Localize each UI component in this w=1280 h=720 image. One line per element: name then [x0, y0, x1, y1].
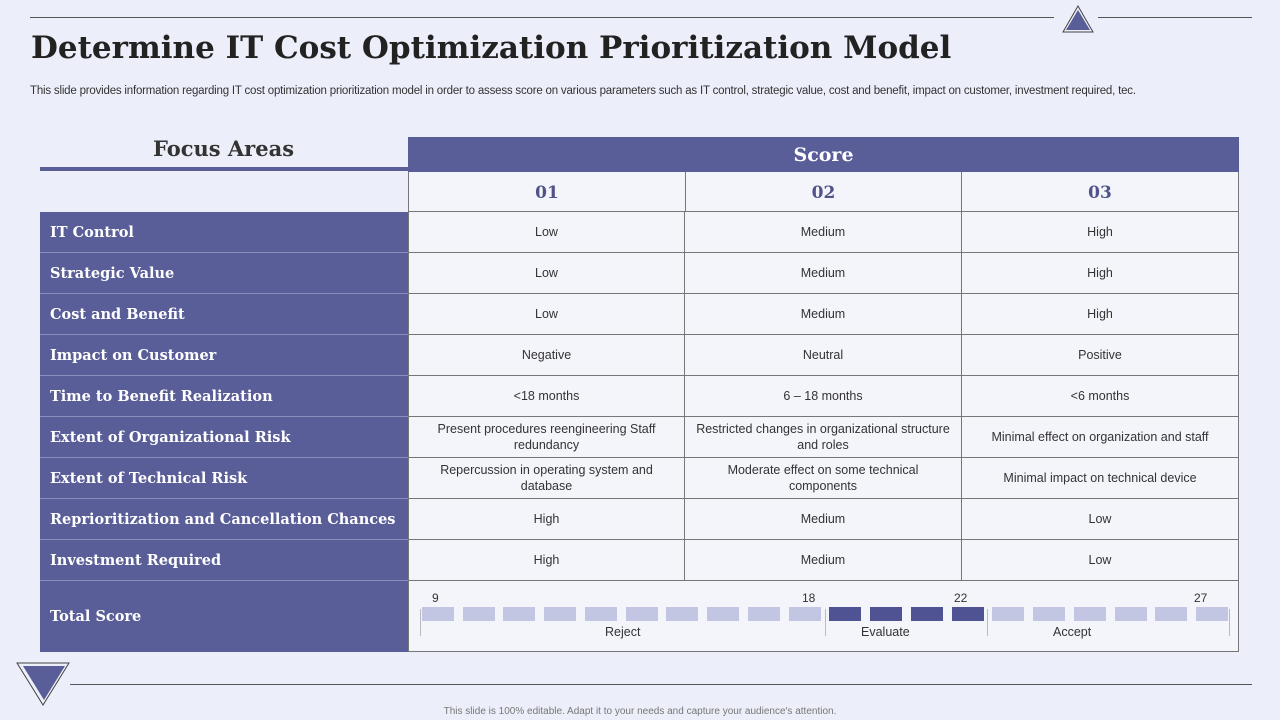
scale-divider	[420, 609, 421, 636]
table-cell: Medium	[685, 212, 962, 253]
zone-reject: Reject	[605, 625, 641, 639]
table-cell: High	[962, 253, 1239, 294]
triangle-logo-bottom-icon	[16, 662, 70, 706]
scale-segment	[789, 607, 821, 621]
table-cell: Low	[408, 212, 685, 253]
scale-segment	[422, 607, 454, 621]
table-cell: High	[962, 212, 1239, 253]
scale-segment	[1115, 607, 1147, 621]
table-row: Impact on Customer Negative Neutral Posi…	[40, 335, 1239, 376]
table-cell: Neutral	[685, 335, 962, 376]
scale-segment-active	[952, 607, 984, 621]
table-row: Investment Required High Medium Low	[40, 540, 1239, 581]
table-cell: Positive	[962, 335, 1239, 376]
scale-segment-active	[911, 607, 943, 621]
scale-tick-22: 22	[954, 591, 968, 605]
scale-divider	[1229, 609, 1230, 636]
table-cell: Low	[962, 499, 1239, 540]
scale-segment	[585, 607, 617, 621]
table-cell: Medium	[685, 294, 962, 335]
row-label: Investment Required	[40, 540, 408, 581]
scale-divider	[987, 609, 988, 636]
table-cell: Repercussion in operating system and dat…	[408, 458, 685, 499]
scale-tick-18: 18	[802, 591, 816, 605]
scale-segment	[1074, 607, 1106, 621]
scale-segment	[992, 607, 1024, 621]
top-rule	[30, 17, 1054, 18]
row-label: Extent of Organizational Risk	[40, 417, 408, 458]
table-row: Time to Benefit Realization <18 months 6…	[40, 376, 1239, 417]
table-cell: <6 months	[962, 376, 1239, 417]
row-label: Time to Benefit Realization	[40, 376, 408, 417]
focus-areas-header: Focus Areas	[152, 136, 295, 161]
table-cell: Low	[408, 253, 685, 294]
table-cell: Low	[408, 294, 685, 335]
table-cell: Medium	[685, 253, 962, 294]
scale-segment-active	[870, 607, 902, 621]
table-row: Extent of Technical Risk Repercussion in…	[40, 458, 1239, 499]
table-cell: Medium	[685, 540, 962, 581]
table-cell: Restricted changes in organizational str…	[685, 417, 962, 458]
table-cell: <18 months	[408, 376, 685, 417]
scale-segment	[666, 607, 698, 621]
scale-segment-active	[829, 607, 861, 621]
total-score-row: Total Score	[40, 581, 1239, 652]
scale-segment	[463, 607, 495, 621]
page-title: Determine IT Cost Optimization Prioritiz…	[31, 30, 952, 66]
footer-note: This slide is 100% editable. Adapt it to…	[443, 706, 837, 717]
scale-tick-27: 27	[1194, 591, 1208, 605]
row-label: Cost and Benefit	[40, 294, 408, 335]
scale-segment	[1033, 607, 1065, 621]
table-cell: High	[962, 294, 1239, 335]
header-left-border	[408, 172, 409, 212]
row-label: Extent of Technical Risk	[40, 458, 408, 499]
page-subtitle: This slide provides information regardin…	[30, 85, 1136, 97]
table-row: Reprioritization and Cancellation Chance…	[40, 499, 1239, 540]
zone-accept: Accept	[1053, 625, 1092, 639]
triangle-logo-icon	[1062, 5, 1094, 33]
table-cell: 6 – 18 months	[685, 376, 962, 417]
column-header-03: 03	[962, 172, 1239, 212]
scale-segment	[544, 607, 576, 621]
focus-areas-underline	[40, 167, 408, 171]
top-rule-right	[1098, 17, 1252, 18]
scale-segment	[1155, 607, 1187, 621]
bottom-rule	[70, 684, 1252, 685]
row-label: Strategic Value	[40, 253, 408, 294]
table-row: Strategic Value Low Medium High	[40, 253, 1239, 294]
table-cell: Minimal effect on organization and staff	[962, 417, 1239, 458]
zone-evaluate: Evaluate	[861, 625, 910, 639]
row-label: Impact on Customer	[40, 335, 408, 376]
column-header-02: 02	[686, 172, 962, 212]
scale-segment	[1196, 607, 1228, 621]
column-header-01: 01	[409, 172, 686, 212]
table-cell: High	[408, 540, 685, 581]
row-label: IT Control	[40, 212, 408, 253]
table-cell: Medium	[685, 499, 962, 540]
scale-segment	[748, 607, 780, 621]
table-row: Extent of Organizational Risk Present pr…	[40, 417, 1239, 458]
table-cell: Low	[962, 540, 1239, 581]
table-cell: Present procedures reengineering Staff r…	[408, 417, 685, 458]
scale-segment	[707, 607, 739, 621]
table-cell: Negative	[408, 335, 685, 376]
total-score-label: Total Score	[40, 581, 408, 652]
table-cell: Moderate effect on some technical compon…	[685, 458, 962, 499]
table-row: Cost and Benefit Low Medium High	[40, 294, 1239, 335]
scale-divider	[825, 609, 826, 636]
scale-tick-9: 9	[432, 591, 439, 605]
total-score-scale: 9 18 22 27 Reject Evaluate Accept	[408, 581, 1239, 652]
table-cell: Minimal impact on technical device	[962, 458, 1239, 499]
score-header: Score	[408, 137, 1239, 172]
scale-segment	[626, 607, 658, 621]
scale-segment	[503, 607, 535, 621]
table-cell: High	[408, 499, 685, 540]
table-row: IT Control Low Medium High	[40, 212, 1239, 253]
row-label: Reprioritization and Cancellation Chance…	[40, 499, 408, 540]
